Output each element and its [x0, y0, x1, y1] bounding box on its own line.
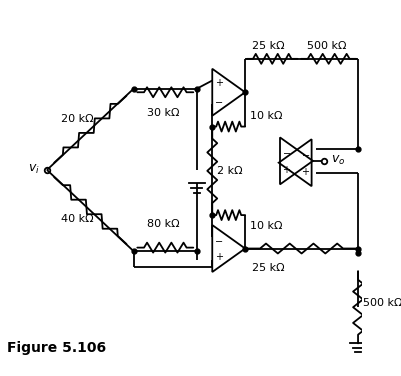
Text: 80 kΩ: 80 kΩ — [147, 219, 180, 229]
Text: 20 kΩ: 20 kΩ — [61, 114, 94, 124]
Text: Figure 5.106: Figure 5.106 — [7, 341, 106, 355]
Text: $-$: $-$ — [282, 147, 291, 157]
Text: 500 kΩ: 500 kΩ — [306, 41, 346, 51]
Text: 25 kΩ: 25 kΩ — [252, 41, 285, 51]
Text: +: + — [301, 167, 309, 177]
Text: 500 kΩ: 500 kΩ — [363, 298, 401, 308]
Text: $v_o$: $v_o$ — [331, 155, 345, 167]
Text: 25 kΩ: 25 kΩ — [252, 263, 285, 273]
Text: 40 kΩ: 40 kΩ — [61, 214, 94, 224]
Text: $-$: $-$ — [301, 149, 310, 159]
Text: +: + — [215, 252, 223, 262]
Text: $v_i$: $v_i$ — [28, 164, 40, 176]
Text: 10 kΩ: 10 kΩ — [250, 221, 282, 231]
Text: $-$: $-$ — [214, 96, 223, 106]
Text: +: + — [282, 165, 290, 175]
Text: 2 kΩ: 2 kΩ — [217, 166, 242, 176]
Text: 10 kΩ: 10 kΩ — [250, 111, 282, 121]
Text: $-$: $-$ — [214, 235, 223, 245]
Text: 30 kΩ: 30 kΩ — [147, 108, 180, 118]
Text: +: + — [215, 78, 223, 88]
